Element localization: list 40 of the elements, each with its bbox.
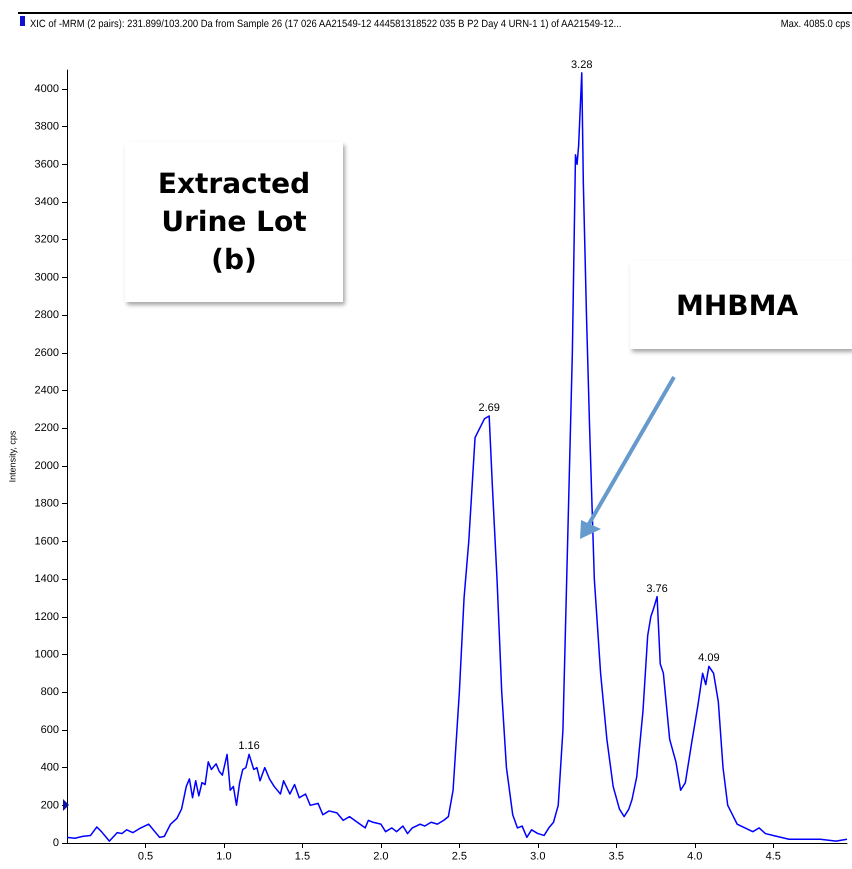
y-tick-label: 0 — [52, 837, 59, 849]
annotation: 1.16 — [238, 740, 260, 752]
annotation: 3.76 — [646, 582, 668, 595]
y-tick-label: 2800 — [34, 309, 59, 322]
y-tick-label: 800 — [40, 686, 59, 698]
x-tick-label: 1.0 — [216, 850, 232, 862]
y-tick-label: 2200 — [34, 422, 59, 434]
x-tick-label: 3.5 — [608, 850, 624, 862]
y-tick-label: 600 — [40, 724, 59, 736]
y-tick-label: 2600 — [34, 346, 59, 359]
x-tick-label: 2.0 — [373, 850, 389, 862]
y-tick-label: 400 — [40, 762, 59, 774]
x-tick-label: 4.5 — [766, 850, 781, 862]
y-tick-label: 3000 — [34, 271, 59, 284]
y-tick-label: 1000 — [34, 648, 59, 660]
y-axis-title: Intensity, cps — [8, 430, 18, 482]
y-tick-label: 2000 — [34, 460, 59, 472]
callout-box: MHBMA — [630, 261, 852, 349]
y-tick-label: 4000 — [34, 82, 59, 95]
x-tick-label: 4.0 — [687, 850, 702, 862]
y-tick-label: 1800 — [34, 498, 59, 510]
x-tick-label: 0.5 — [138, 850, 154, 862]
y-tick-label: 3800 — [34, 120, 59, 133]
y-tick-label: 3200 — [34, 234, 59, 246]
annotation: 3.28 — [571, 58, 592, 71]
y-tick-label: 1600 — [34, 535, 59, 548]
y-tick-label: 3400 — [34, 196, 59, 208]
x-tick-label: 2.5 — [452, 850, 468, 862]
annotation: 2.69 — [478, 402, 500, 414]
annotation: 4.09 — [698, 652, 720, 664]
chart-title: XIC of -MRM (2 pairs): 231.899/103.200 Da from Sample 26 (17 026 AA21549-12 444581318522 035 B P2 Day 4 URN-1 1) of AA21549-12... — [30, 18, 622, 30]
x-tick-label: 3.0 — [530, 850, 546, 862]
text-box: Extracted Urine Lot (b) — [125, 142, 343, 302]
y-tick-label: 200 — [40, 799, 59, 812]
y-tick-label: 2400 — [34, 384, 59, 397]
y-tick-label: 1200 — [34, 610, 59, 623]
y-tick-label: 1400 — [34, 573, 59, 586]
y-tick-label: 3600 — [34, 158, 59, 170]
chart-subtitle: Max. 4085.0 cps — [780, 18, 850, 30]
x-tick-label: 1.5 — [294, 850, 310, 862]
